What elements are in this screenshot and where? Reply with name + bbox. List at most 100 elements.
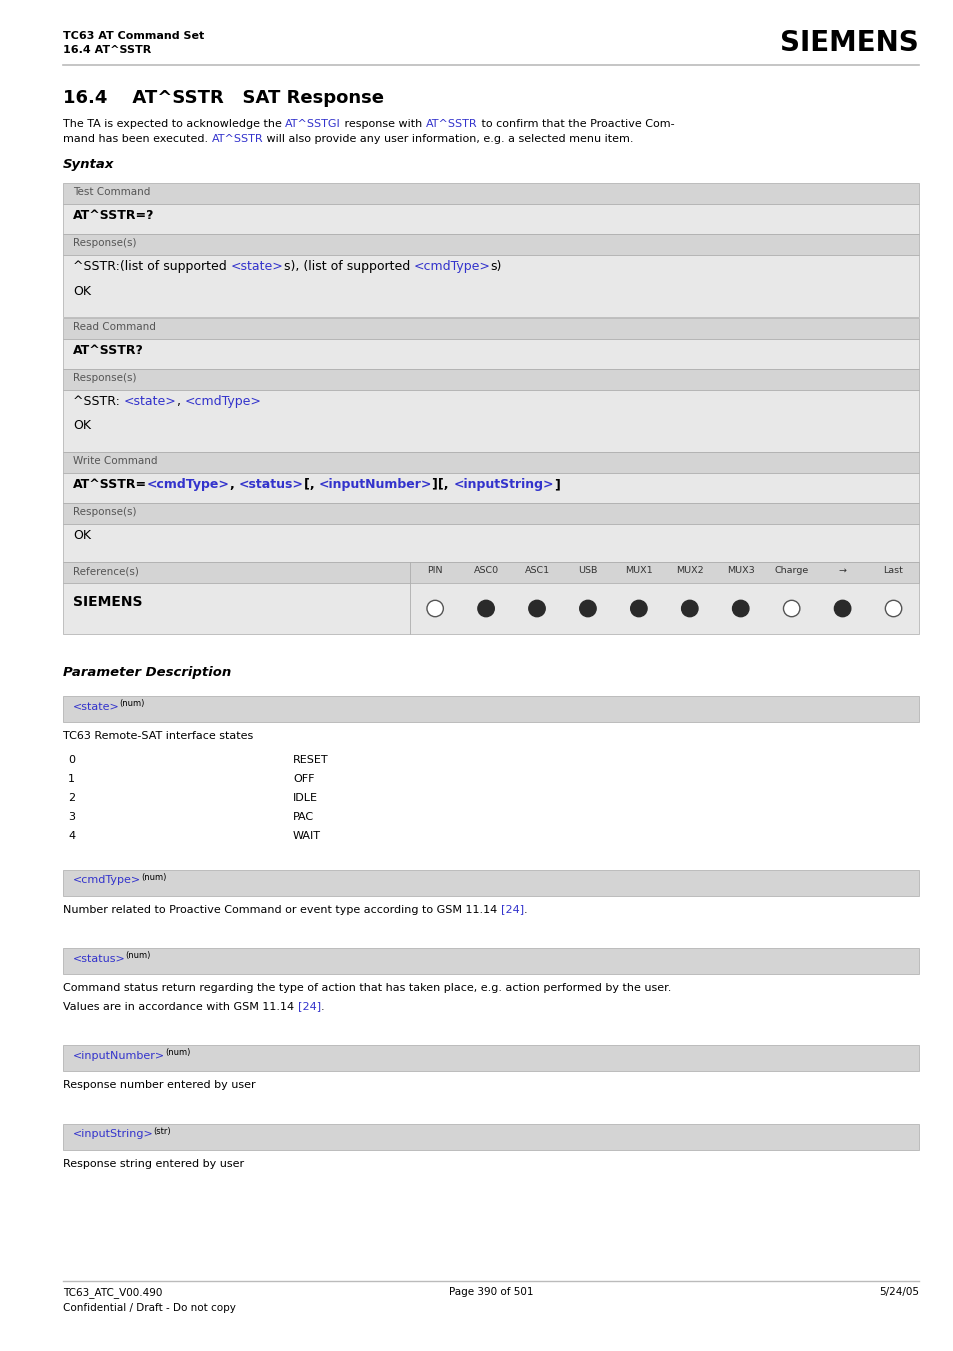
Text: <inputNumber>: <inputNumber> xyxy=(73,1051,165,1061)
Text: <inputString>: <inputString> xyxy=(73,1129,153,1139)
Text: Response(s): Response(s) xyxy=(73,373,136,382)
Text: Read Command: Read Command xyxy=(73,322,155,331)
Circle shape xyxy=(680,600,698,616)
Bar xyxy=(63,584,409,634)
Bar xyxy=(63,453,918,473)
Text: <cmdType>: <cmdType> xyxy=(147,478,230,490)
Text: [24]: [24] xyxy=(500,905,523,915)
Text: <inputNumber>: <inputNumber> xyxy=(318,478,432,490)
Text: <status>: <status> xyxy=(239,478,304,490)
Text: RESET: RESET xyxy=(293,754,328,765)
Text: TC63_ATC_V00.490: TC63_ATC_V00.490 xyxy=(63,1288,162,1298)
Text: ][,: ][, xyxy=(432,478,453,490)
Bar xyxy=(63,234,918,255)
Text: MUX1: MUX1 xyxy=(624,566,652,576)
Circle shape xyxy=(427,600,443,616)
Circle shape xyxy=(732,600,748,616)
Bar xyxy=(63,317,918,339)
Text: <state>: <state> xyxy=(231,259,283,273)
Text: to confirm that the Proactive Com-: to confirm that the Proactive Com- xyxy=(477,119,674,128)
Bar xyxy=(409,562,918,634)
Text: Charge: Charge xyxy=(774,566,808,576)
Bar xyxy=(63,369,918,389)
Circle shape xyxy=(782,600,799,616)
Text: <state>: <state> xyxy=(124,394,176,408)
Text: OK: OK xyxy=(73,419,91,432)
Text: Last: Last xyxy=(882,566,902,576)
Text: Syntax: Syntax xyxy=(63,158,114,172)
Text: WAIT: WAIT xyxy=(293,831,320,840)
Text: 5/24/05: 5/24/05 xyxy=(878,1288,918,1297)
Bar xyxy=(63,503,918,524)
Text: TC63 Remote-SAT interface states: TC63 Remote-SAT interface states xyxy=(63,731,253,740)
Text: 4: 4 xyxy=(68,831,75,840)
Text: <state>: <state> xyxy=(73,701,120,712)
Text: Parameter Description: Parameter Description xyxy=(63,666,231,680)
Bar xyxy=(63,182,918,204)
Text: s), (list of supported: s), (list of supported xyxy=(283,259,414,273)
Text: Response(s): Response(s) xyxy=(73,507,136,517)
Bar xyxy=(63,339,918,369)
Text: →: → xyxy=(838,566,845,576)
Circle shape xyxy=(884,600,901,616)
Text: Page 390 of 501: Page 390 of 501 xyxy=(448,1288,533,1297)
Bar xyxy=(63,255,918,317)
Circle shape xyxy=(834,600,850,616)
Text: 16.4 AT^SSTR: 16.4 AT^SSTR xyxy=(63,45,152,55)
Text: The TA is expected to acknowledge the: The TA is expected to acknowledge the xyxy=(63,119,285,128)
Text: 0: 0 xyxy=(68,754,75,765)
Text: (num): (num) xyxy=(126,951,151,961)
Text: .: . xyxy=(320,1001,324,1012)
Text: Number related to Proactive Command or event type according to GSM 11.14: Number related to Proactive Command or e… xyxy=(63,905,500,915)
Text: USB: USB xyxy=(578,566,597,576)
Text: AT^SSTR: AT^SSTR xyxy=(212,134,263,145)
Text: (num): (num) xyxy=(141,873,167,881)
Circle shape xyxy=(630,600,646,616)
Bar xyxy=(63,204,918,234)
Text: ^SSTR:: ^SSTR: xyxy=(73,394,124,408)
Text: response with: response with xyxy=(341,119,425,128)
Text: .: . xyxy=(523,905,527,915)
Text: TC63 AT Command Set: TC63 AT Command Set xyxy=(63,31,204,41)
Text: <cmdType>: <cmdType> xyxy=(73,875,141,885)
Text: mand has been executed.: mand has been executed. xyxy=(63,134,212,145)
Text: [,: [, xyxy=(304,478,318,490)
Bar xyxy=(63,1124,918,1150)
Text: <cmdType>: <cmdType> xyxy=(185,394,261,408)
Text: OK: OK xyxy=(73,285,91,297)
Text: (num): (num) xyxy=(165,1048,191,1056)
Circle shape xyxy=(528,600,544,616)
Bar xyxy=(63,696,918,721)
Text: AT^SSTR=: AT^SSTR= xyxy=(73,478,147,490)
Bar xyxy=(63,389,918,451)
Text: <cmdType>: <cmdType> xyxy=(414,259,490,273)
Text: ASC1: ASC1 xyxy=(524,566,549,576)
Circle shape xyxy=(579,600,596,616)
Text: (str): (str) xyxy=(153,1127,172,1135)
Text: Values are in accordance with GSM 11.14: Values are in accordance with GSM 11.14 xyxy=(63,1001,297,1012)
Text: AT^SSTR: AT^SSTR xyxy=(425,119,477,128)
Text: SIEMENS: SIEMENS xyxy=(73,594,142,609)
Text: Response number entered by user: Response number entered by user xyxy=(63,1079,255,1090)
Bar xyxy=(63,1046,918,1071)
Text: OK: OK xyxy=(73,530,91,542)
Text: PIN: PIN xyxy=(427,566,442,576)
Text: SIEMENS: SIEMENS xyxy=(780,28,918,57)
Text: MUX2: MUX2 xyxy=(676,566,703,576)
Circle shape xyxy=(477,600,494,616)
Text: PAC: PAC xyxy=(293,812,314,821)
Text: <status>: <status> xyxy=(73,954,126,963)
Text: OFF: OFF xyxy=(293,774,314,784)
Bar xyxy=(63,870,918,896)
Text: ,: , xyxy=(230,478,239,490)
Text: AT^SSTR?: AT^SSTR? xyxy=(73,343,144,357)
Text: AT^SSTR=?: AT^SSTR=? xyxy=(73,209,154,222)
Text: ,: , xyxy=(176,394,185,408)
Text: ]: ] xyxy=(553,478,559,490)
Text: will also provide any user information, e.g. a selected menu item.: will also provide any user information, … xyxy=(263,134,633,145)
Text: Command status return regarding the type of action that has taken place, e.g. ac: Command status return regarding the type… xyxy=(63,984,671,993)
Text: Test Command: Test Command xyxy=(73,186,151,197)
Text: Write Command: Write Command xyxy=(73,457,157,466)
Bar xyxy=(409,562,918,584)
Text: Response(s): Response(s) xyxy=(73,238,136,249)
